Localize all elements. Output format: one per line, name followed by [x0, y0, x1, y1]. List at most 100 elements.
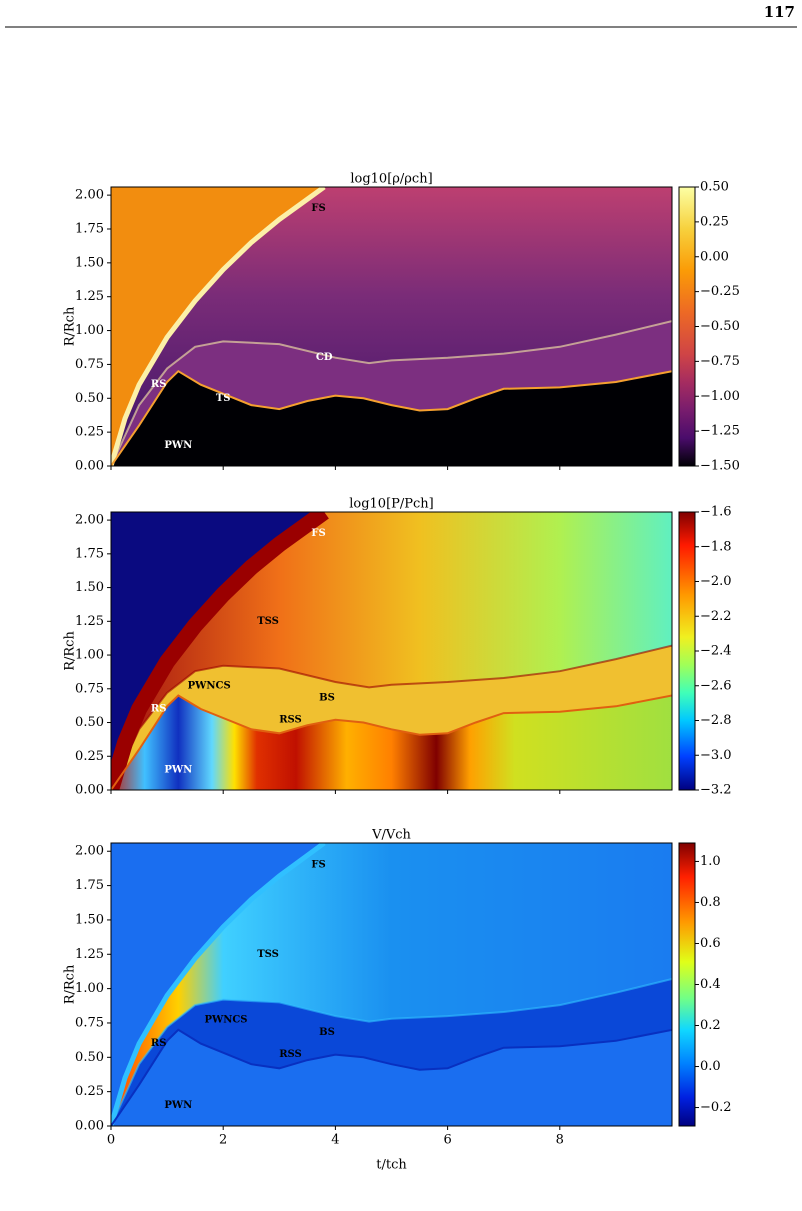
- colorbar-tick-label: −0.25: [700, 284, 740, 299]
- y-tick-label: 1.75: [75, 878, 104, 893]
- y-tick-label: 0.00: [75, 1119, 104, 1134]
- y-tick-label: 1.50: [75, 580, 104, 595]
- colorbar-tick-label: 0.25: [700, 214, 729, 229]
- colorbar-tick-label: 0.6: [700, 936, 721, 951]
- y-tick-label: 0.50: [75, 715, 104, 730]
- colorbar-tick-label: 0.50: [700, 180, 729, 195]
- colorbar-tick-label: −0.2: [700, 1100, 732, 1115]
- colorbar-tick-label: −1.25: [700, 424, 740, 439]
- frame: [110, 186, 673, 467]
- annotation: RS: [151, 1038, 167, 1049]
- x-tick-label: 2: [219, 1133, 227, 1148]
- colorbar-tick-label: −1.50: [700, 459, 740, 474]
- colorbar-tick-label: −3.0: [700, 748, 732, 763]
- y-tick-label: 0.25: [75, 749, 104, 764]
- y-tick-label: 1.25: [75, 947, 104, 962]
- colorbar-tick-label: −2.4: [700, 644, 732, 659]
- x-axis-label: t/tch: [376, 1158, 407, 1173]
- colorbar-tick-label: −0.50: [700, 319, 740, 334]
- page-number: 117: [764, 3, 795, 21]
- pwn-boundary: [111, 694, 672, 790]
- y-tick-label: 2.00: [75, 188, 104, 203]
- y-tick-label: 1.75: [75, 546, 104, 561]
- colorbar: [678, 186, 696, 467]
- annotation: PWN: [164, 440, 192, 451]
- panel-title: log10[P/Pch]: [349, 497, 434, 512]
- x-tick-label: 4: [331, 1133, 339, 1148]
- frame: [110, 842, 673, 1127]
- pwn: [111, 695, 672, 790]
- annotation: BS: [319, 1027, 335, 1038]
- colorbar-tick-label: 0.0: [700, 1059, 721, 1074]
- annotation: TSS: [257, 949, 279, 960]
- y-axis-label: R/Rch: [63, 306, 78, 346]
- y-tick-label: 1.25: [75, 614, 104, 629]
- colorbar-tick-label: −0.75: [700, 354, 740, 369]
- forward-shock: [111, 187, 326, 466]
- y-tick-label: 1.50: [75, 255, 104, 270]
- annotation: PWN: [164, 764, 192, 775]
- y-tick-label: 0.75: [75, 357, 104, 372]
- x-tick-label: 6: [443, 1133, 451, 1148]
- pwn-boundary: [111, 369, 672, 466]
- y-tick-label: 0.00: [75, 783, 104, 798]
- x-tick-label: 8: [556, 1133, 564, 1148]
- annotation: PWNCS: [204, 1015, 247, 1026]
- annotation: RSS: [279, 1049, 302, 1060]
- colorbar: [678, 842, 696, 1127]
- colorbar-tick-label: −1.00: [700, 389, 740, 404]
- y-tick-label: 1.25: [75, 289, 104, 304]
- y-tick-label: 2.00: [75, 513, 104, 528]
- y-axis-label: R/Rch: [63, 631, 78, 671]
- colorbar-tick-label: −3.2: [700, 783, 732, 798]
- y-tick-label: 2.00: [75, 844, 104, 859]
- y-tick-label: 0.25: [75, 1084, 104, 1099]
- y-tick-label: 0.00: [75, 459, 104, 474]
- annotation: RS: [151, 704, 167, 715]
- y-tick-label: 0.75: [75, 681, 104, 696]
- y-tick-label: 1.00: [75, 981, 104, 996]
- annotation: PWN: [164, 1100, 192, 1111]
- colorbar-tick-label: −1.8: [700, 539, 732, 554]
- colorbar-tick-label: −2.2: [700, 609, 732, 624]
- forward-shock: [111, 512, 329, 790]
- pwn-boundary: [111, 1028, 672, 1126]
- y-tick-label: 0.50: [75, 1050, 104, 1065]
- y-tick-label: 0.25: [75, 425, 104, 440]
- colorbar-tick-label: 0.4: [700, 977, 721, 992]
- pwn: [111, 1029, 672, 1126]
- heatmap: [111, 843, 672, 1126]
- colorbar-tick-label: 0.8: [700, 895, 721, 910]
- colorbar-tick-label: 0.00: [700, 249, 729, 264]
- colorbar-tick-label: −2.6: [700, 678, 732, 693]
- annotation: RSS: [279, 714, 302, 725]
- y-tick-label: 1.50: [75, 912, 104, 927]
- y-tick-label: 1.00: [75, 323, 104, 338]
- colorbar-tick-label: 0.2: [700, 1018, 721, 1033]
- y-tick-label: 1.00: [75, 648, 104, 663]
- frame: [110, 511, 673, 791]
- annotation: BS: [319, 693, 335, 704]
- mixed-region: [111, 979, 672, 1126]
- colorbar-tick-label: −2.0: [700, 574, 732, 589]
- y-tick-label: 0.50: [75, 391, 104, 406]
- annotation: FS: [311, 528, 325, 539]
- annotation: TSS: [257, 616, 279, 627]
- forward-shock: [111, 843, 326, 1126]
- heatmap: [111, 187, 672, 466]
- annotation: RS: [151, 379, 167, 390]
- annotation: FS: [311, 859, 325, 870]
- annotation: FS: [311, 203, 325, 214]
- colorbar-tick-label: −2.8: [700, 713, 732, 728]
- y-axis-label: R/Rch: [63, 964, 78, 1004]
- heatmap: [111, 512, 672, 790]
- y-tick-label: 1.75: [75, 221, 104, 236]
- panel-title: V/Vch: [371, 828, 411, 843]
- contact: [111, 978, 672, 1126]
- colorbar-tick-label: 1.0: [700, 854, 721, 869]
- y-tick-label: 0.75: [75, 1015, 104, 1030]
- contact: [111, 644, 672, 790]
- annotation: PWNCS: [188, 681, 231, 692]
- mixed-region: [111, 321, 672, 466]
